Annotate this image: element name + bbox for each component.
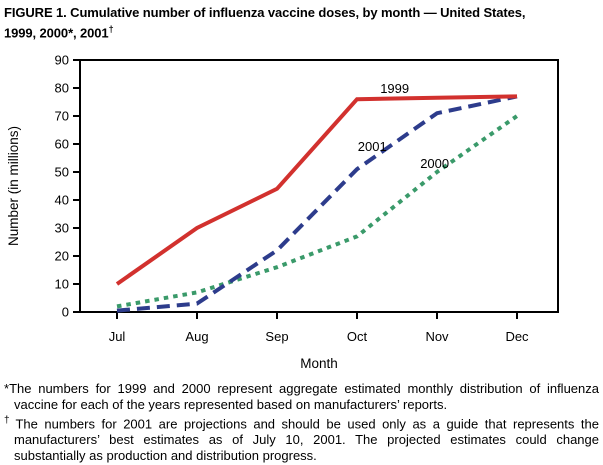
- y-axis-tick-label: 40: [55, 193, 69, 208]
- series-label-2001: 2001: [358, 139, 387, 154]
- x-axis-tick-label: Sep: [265, 329, 288, 344]
- dagger-marker: †: [4, 415, 13, 426]
- title-dagger-symbol: †: [108, 24, 114, 34]
- y-axis-tick-label: 80: [55, 81, 69, 96]
- influenza-doses-line-chart: 0 10 20 30 40 50 60 70 80 90 Jul Aug Sep Oct Nov Dec 199…: [0, 52, 603, 382]
- footnotes: *The numbers for 1999 and 2000 represent…: [4, 381, 599, 464]
- footnote-dagger-text: The numbers for 2001 are projections and…: [14, 416, 599, 464]
- x-axis-title: Month: [300, 356, 338, 371]
- figure-title-line2: 1999, 2000*, 2001: [4, 25, 109, 41]
- x-axis-tick-label: Dec: [505, 329, 529, 344]
- series-label-1999: 1999: [380, 81, 409, 96]
- x-axis-tick-label: Aug: [185, 329, 208, 344]
- footnote-dagger: † The numbers for 2001 are projections an…: [4, 413, 599, 464]
- series-label-2000: 2000: [420, 156, 449, 171]
- series-line-2001: [116, 94, 518, 313]
- chart-canvas: 0 10 20 30 40 50 60 70 80 90 Jul Aug Sep Oct Nov Dec 199…: [6, 53, 559, 371]
- figure-title-line1: FIGURE 1. Cumulative number of influenza…: [4, 5, 526, 20]
- x-axis-tick-label: Nov: [425, 329, 449, 344]
- y-axis-tick-label: 0: [62, 305, 69, 320]
- series-line-2000: [116, 114, 519, 309]
- y-axis-tick-label: 90: [55, 53, 69, 68]
- y-axis-tick-label: 50: [55, 165, 69, 180]
- y-axis-title: Number (in millions): [6, 126, 21, 246]
- x-axis-tick-label: Oct: [347, 329, 368, 344]
- figure-title: FIGURE 1. Cumulative number of influenza…: [4, 5, 600, 41]
- footnote-asterisk-text: The numbers for 1999 and 2000 represent …: [9, 381, 599, 412]
- asterisk-marker: *: [4, 381, 10, 396]
- footnote-asterisk: *The numbers for 1999 and 2000 represent…: [4, 381, 599, 413]
- series-line-1999: [115, 94, 518, 286]
- y-axis-tick-label: 70: [55, 109, 69, 124]
- plot-border: [79, 59, 559, 313]
- y-axis-tick-label: 60: [55, 137, 69, 152]
- x-axis-tick-label: Jul: [109, 329, 126, 344]
- y-axis-tick-label: 30: [55, 221, 69, 236]
- y-axis-tick-label: 20: [55, 249, 69, 264]
- y-axis-tick-label: 10: [55, 277, 69, 292]
